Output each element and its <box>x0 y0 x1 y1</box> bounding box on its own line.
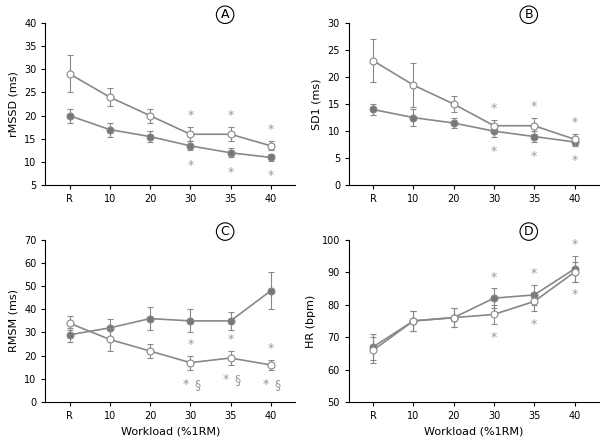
Text: *: * <box>491 102 497 115</box>
Y-axis label: RMSM (ms): RMSM (ms) <box>8 289 18 352</box>
Text: *: * <box>571 238 578 251</box>
Text: *: * <box>182 378 189 391</box>
Text: §: § <box>235 373 241 386</box>
Text: *: * <box>571 116 578 129</box>
Text: C: C <box>221 225 229 238</box>
Text: *: * <box>491 271 497 283</box>
Text: *: * <box>491 331 497 344</box>
Text: *: * <box>531 318 537 331</box>
Text: *: * <box>228 109 234 122</box>
Text: *: * <box>491 145 497 158</box>
Text: *: * <box>531 267 537 280</box>
Y-axis label: SD1 (ms): SD1 (ms) <box>312 78 322 130</box>
Y-axis label: rMSSD (ms): rMSSD (ms) <box>8 71 18 137</box>
Text: B: B <box>524 8 533 21</box>
Text: §: § <box>194 378 201 391</box>
Text: *: * <box>268 343 274 356</box>
Text: *: * <box>268 123 274 136</box>
Text: D: D <box>524 225 534 238</box>
Text: *: * <box>571 154 578 167</box>
Text: *: * <box>187 158 194 172</box>
Text: A: A <box>221 8 229 21</box>
Y-axis label: HR (bpm): HR (bpm) <box>306 294 316 348</box>
Text: *: * <box>571 288 578 301</box>
Text: *: * <box>228 166 234 178</box>
X-axis label: Workload (%1RM): Workload (%1RM) <box>121 427 220 437</box>
Text: *: * <box>268 169 274 182</box>
Text: *: * <box>223 373 229 386</box>
Text: *: * <box>531 100 537 113</box>
X-axis label: Workload (%1RM): Workload (%1RM) <box>424 427 524 437</box>
Text: *: * <box>228 333 234 346</box>
Text: *: * <box>531 150 537 163</box>
Text: *: * <box>263 378 269 391</box>
Text: *: * <box>187 338 194 351</box>
Text: *: * <box>187 109 194 122</box>
Text: §: § <box>275 378 281 391</box>
